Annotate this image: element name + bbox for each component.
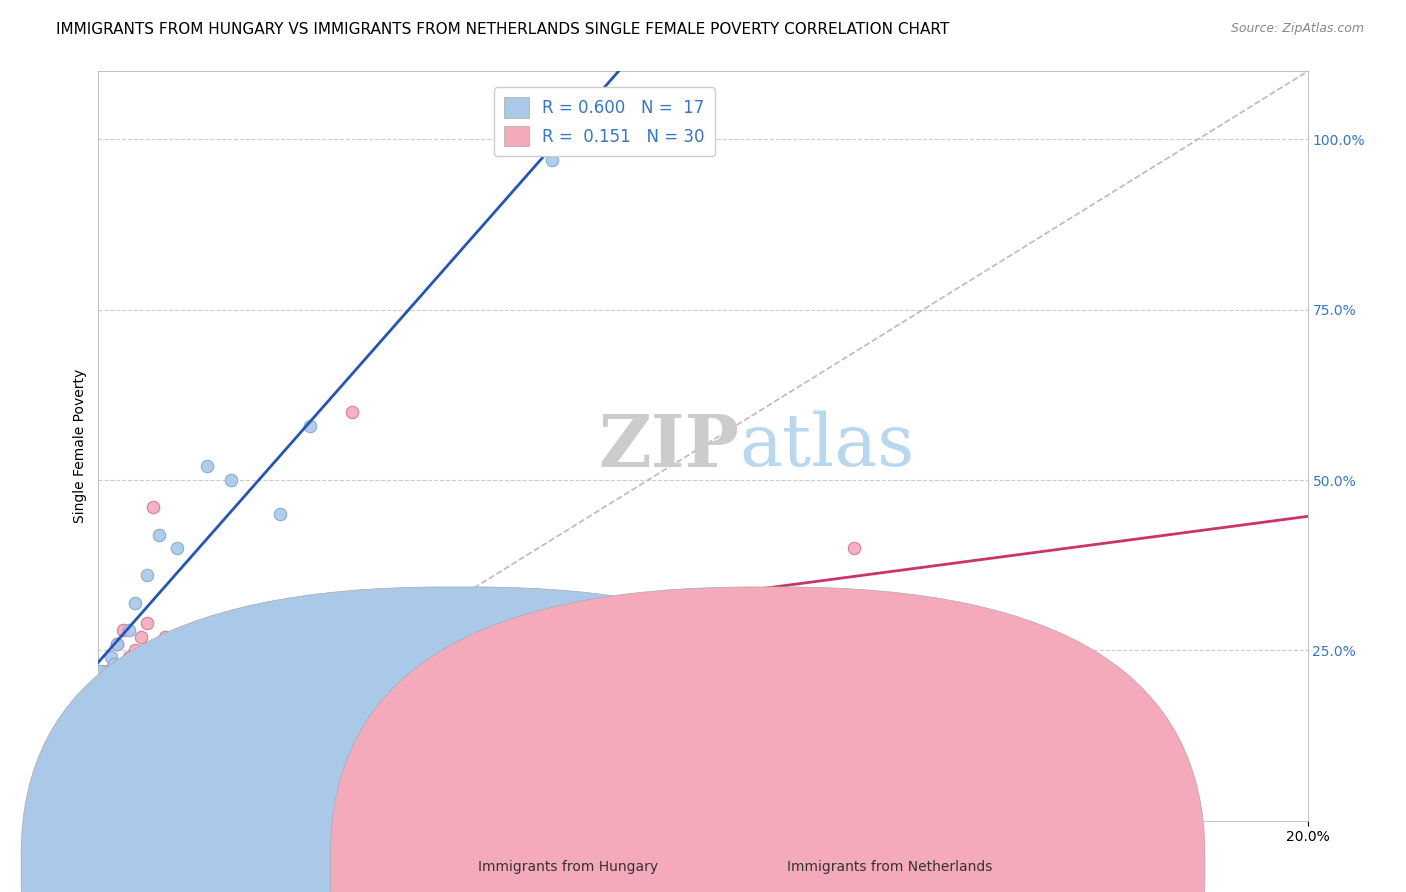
Point [221, 718, 243, 732]
Point [93, 684, 115, 698]
Point [93, 671, 115, 685]
Point [124, 643, 146, 657]
Point [124, 596, 146, 610]
Point [105, 636, 128, 650]
Y-axis label: Single Female Poverty: Single Female Poverty [73, 369, 87, 523]
Point [299, 418, 322, 433]
Text: IMMIGRANTS FROM HUNGARY VS IMMIGRANTS FROM NETHERLANDS SINGLE FEMALE POVERTY COR: IMMIGRANTS FROM HUNGARY VS IMMIGRANTS FR… [56, 22, 949, 37]
Point [96, 677, 118, 691]
Point [105, 636, 128, 650]
Point [135, 568, 157, 582]
Point [190, 705, 212, 719]
Point [153, 630, 176, 644]
Point [90, 664, 112, 678]
Point [602, 596, 624, 610]
Point [281, 752, 304, 766]
Point [540, 609, 562, 624]
Point [166, 664, 188, 678]
Legend: R = 0.600   N =  17, R =  0.151   N = 30: R = 0.600 N = 17, R = 0.151 N = 30 [494, 87, 714, 156]
Point [342, 405, 364, 419]
Point [256, 746, 278, 760]
Point [221, 473, 243, 487]
Point [90, 677, 112, 691]
Text: atlas: atlas [740, 410, 915, 482]
Point [179, 691, 201, 706]
Text: Immigrants from Hungary: Immigrants from Hungary [478, 860, 658, 874]
Point [166, 541, 188, 556]
Text: Source: ZipAtlas.com: Source: ZipAtlas.com [1230, 22, 1364, 36]
Text: ZIP: ZIP [599, 410, 740, 482]
Point [148, 650, 170, 665]
Point [100, 650, 122, 665]
Point [142, 500, 165, 515]
Point [195, 459, 218, 474]
Point [389, 643, 412, 657]
Point [111, 623, 134, 637]
Point [540, 153, 562, 167]
Point [269, 507, 291, 521]
Point [118, 650, 141, 665]
Point [844, 541, 866, 556]
Point [118, 623, 141, 637]
Point [148, 527, 170, 541]
Text: Immigrants from Netherlands: Immigrants from Netherlands [787, 860, 993, 874]
Point [239, 731, 262, 746]
Point [299, 718, 322, 732]
Point [202, 677, 225, 691]
Point [103, 657, 125, 671]
Point [316, 725, 339, 739]
Point [100, 671, 122, 685]
Point [129, 630, 152, 644]
Point [103, 691, 125, 706]
Point [96, 664, 118, 678]
Point [111, 691, 134, 706]
Point [437, 596, 460, 610]
Point [135, 616, 157, 631]
